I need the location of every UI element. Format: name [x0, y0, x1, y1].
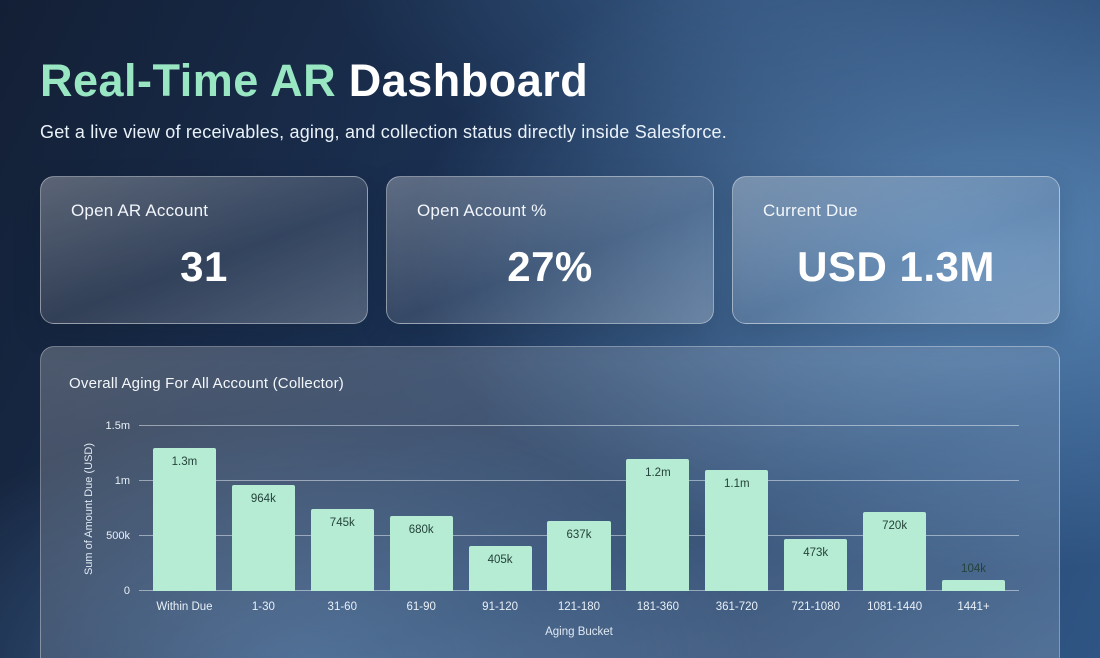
- bar-slot: 637k: [540, 426, 619, 591]
- bar-slot: 680k: [382, 426, 461, 591]
- bar-1441-[interactable]: [941, 579, 1006, 591]
- chart-title: Overall Aging For All Account (Collector…: [69, 375, 344, 392]
- kpi-value: 31: [180, 243, 228, 290]
- bar-slot: 1.2m: [618, 426, 697, 591]
- aging-chart-card: Overall Aging For All Account (Collector…: [40, 346, 1060, 658]
- x-tick-label: 61-90: [406, 601, 436, 613]
- bar-slot: 1.1m: [697, 426, 776, 591]
- bar-91-120[interactable]: [468, 546, 532, 591]
- bar-value-label: 637k: [566, 528, 592, 541]
- bar-value-label: 1.3m: [171, 456, 198, 468]
- page-title: Real-Time AR Dashboard: [40, 55, 1060, 107]
- bar-value-label: 964k: [250, 492, 276, 505]
- bar-721-1080[interactable]: [784, 538, 848, 591]
- page-title-rest: Dashboard: [348, 55, 589, 106]
- x-ticks-row: Within Due 1-30 31-60 61-90 91-120 121-180 181…: [139, 601, 1019, 613]
- bar-value-label: 473k: [803, 546, 829, 559]
- bar-1-30[interactable]: [231, 484, 295, 591]
- bar-slot: 964k: [224, 426, 303, 591]
- plot-area: Sum of Amount Due (USD) 1.3m 964k 745k 680k…: [83, 420, 1019, 597]
- kpi-label: Open Account %: [417, 201, 547, 220]
- kpi-label: Current Due: [763, 201, 858, 220]
- gridline: [139, 480, 1019, 481]
- y-tick-label: 500k: [106, 530, 130, 542]
- x-tick-label: 181-360: [636, 601, 679, 613]
- x-tick-label: 91-120: [482, 601, 518, 613]
- bar-value-label: 104k: [961, 562, 986, 575]
- y-tick-label: 1m: [114, 475, 130, 487]
- bar-31-60[interactable]: [310, 509, 374, 591]
- x-tick-label: 31-60: [327, 601, 357, 613]
- bar-181-360[interactable]: [626, 459, 690, 591]
- bar-slot: 104k: [934, 426, 1013, 591]
- y-tick-label: 0: [123, 585, 130, 597]
- x-tick-label: 361-720: [715, 601, 758, 613]
- bar-slot: 720k: [855, 426, 934, 591]
- kpi-card-current-due[interactable]: Current Due USD 1.3M: [732, 176, 1060, 324]
- bar-value-label: 1.2m: [645, 467, 671, 479]
- page-subtitle: Get a live view of receivables, aging, a…: [40, 122, 727, 142]
- bar-slot: 745k: [303, 426, 382, 591]
- x-tick-label: Within Due: [156, 601, 213, 613]
- bar-slot: 405k: [461, 426, 540, 591]
- y-tick-label: 1.5m: [105, 420, 130, 432]
- bar-value-label: 720k: [882, 519, 908, 532]
- page-title-highlight: Real-Time AR: [40, 55, 337, 106]
- gridline: [139, 425, 1019, 426]
- dashboard-page: Real-Time AR Dashboard Get a live view of…: [0, 55, 1100, 658]
- kpi-value: USD 1.3M: [797, 243, 995, 290]
- bar-within-due[interactable]: [152, 448, 217, 591]
- bar-slot: 473k: [776, 426, 855, 591]
- bar-value-label: 680k: [408, 524, 434, 537]
- y-axis-title: Sum of Amount Due (USD): [83, 442, 95, 575]
- kpi-card-open-ar-account[interactable]: Open AR Account 31: [40, 176, 368, 324]
- kpi-value: 27%: [507, 243, 593, 290]
- kpi-cards-row: Open AR Account 31 Open Account % 27% Cu…: [40, 176, 1060, 324]
- bar-value-label: 1.1m: [724, 478, 750, 490]
- bar-121-180[interactable]: [547, 520, 611, 591]
- bar-value-label: 405k: [487, 554, 513, 567]
- bar-61-90[interactable]: [389, 516, 453, 591]
- x-axis-title: Aging Bucket: [545, 626, 613, 638]
- x-tick-label: 1-30: [251, 601, 275, 613]
- kpi-card-open-account-percent[interactable]: Open Account % 27%: [386, 176, 714, 324]
- bars-row: 1.3m 964k 745k 680k 405k 637k 1.2m 1.1m 473k 720k…: [139, 426, 1019, 591]
- bar-361-720[interactable]: [705, 470, 769, 591]
- bar-value-label: 745k: [329, 517, 355, 530]
- x-tick-label: 121-180: [557, 601, 601, 613]
- x-tick-label: 721-1080: [791, 601, 840, 613]
- kpi-label: Open AR Account: [71, 201, 209, 220]
- bar-slot: 1.3m: [145, 426, 224, 591]
- x-tick-label: 1081-1440: [867, 601, 923, 613]
- bar-1081-1440[interactable]: [863, 511, 927, 591]
- x-tick-label: 1441+: [957, 601, 990, 613]
